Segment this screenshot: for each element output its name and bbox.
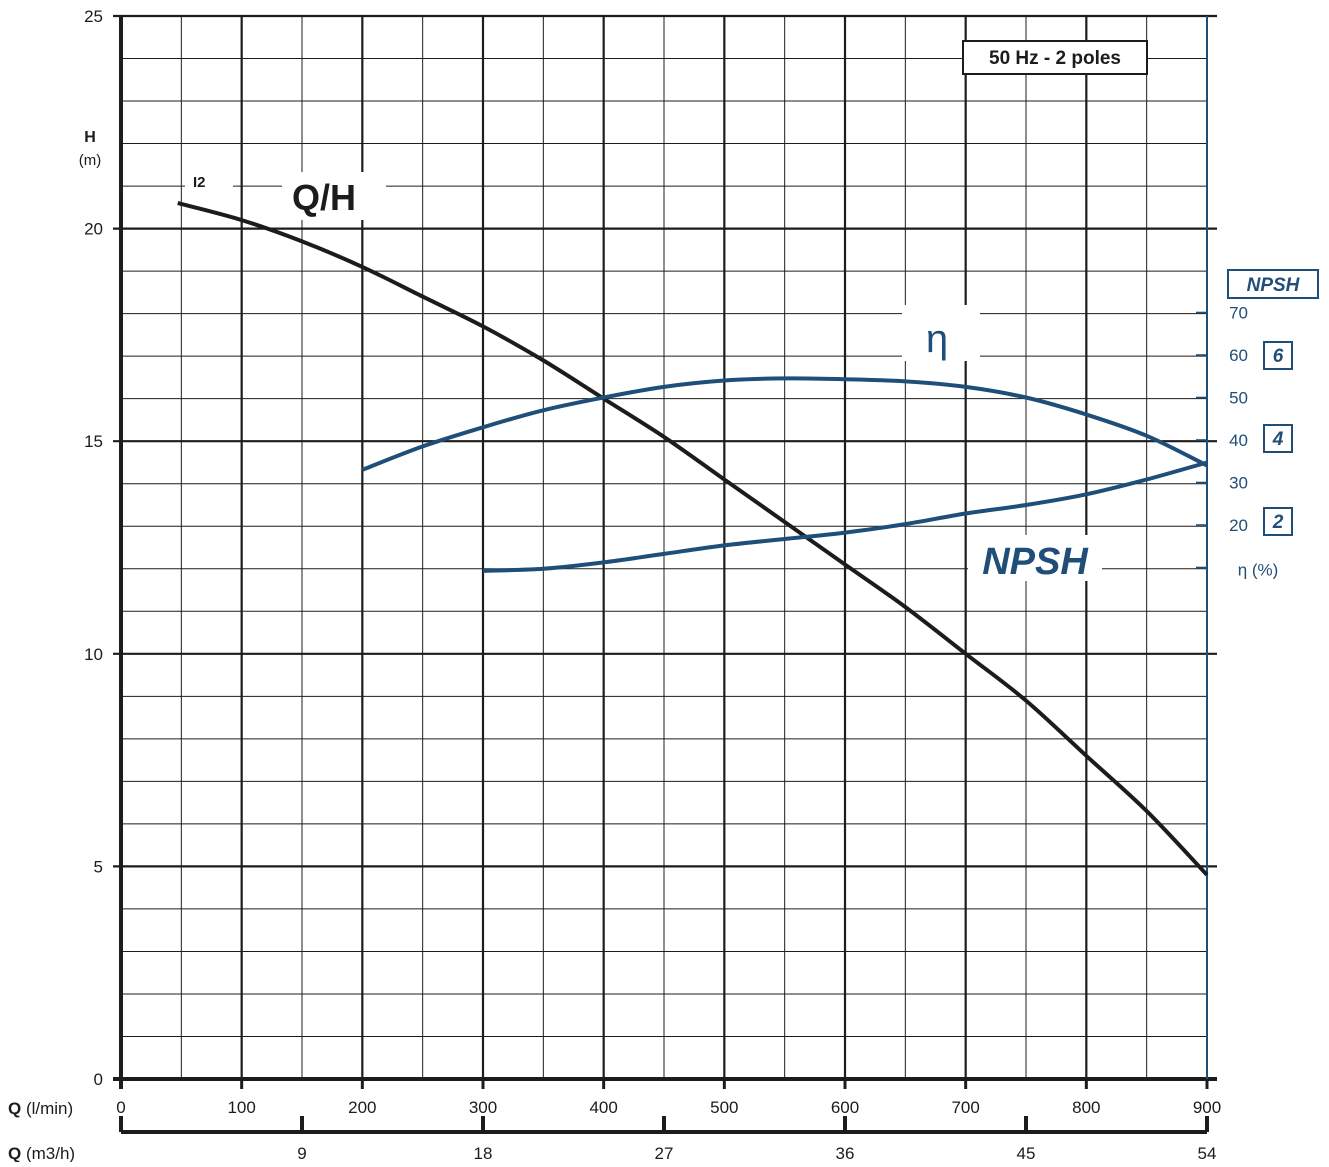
npsh-tick-box [1263, 507, 1293, 536]
npsh-tick-label: 2 [1272, 512, 1284, 533]
axes [113, 16, 1217, 1134]
eta-axis-label: η (%) [1238, 561, 1279, 580]
eta-label-bg [902, 305, 980, 361]
qh-label-bg [282, 172, 386, 220]
x2-axis-label: Q (m3/h) [8, 1144, 75, 1162]
eta-tick-label: 30 [1229, 474, 1248, 493]
x2-tick-label: 54 [1198, 1144, 1217, 1162]
eta-tick-label: 40 [1229, 431, 1248, 450]
x-tick-label: 0 [116, 1098, 125, 1117]
npsh-tick-box [1263, 424, 1293, 453]
efficiency-curve [361, 376, 1208, 472]
npsh-tick-label: 4 [1272, 429, 1284, 450]
x2-tick-label: 18 [474, 1144, 493, 1162]
x2-axis-label-q: Q [8, 1144, 21, 1162]
x-tick-label: 100 [227, 1098, 255, 1117]
y-tick-label: 5 [94, 857, 103, 876]
npsh-axis-label: NPSH [1247, 275, 1301, 296]
grid-major [113, 14, 1217, 1079]
x-tick-label: 500 [710, 1098, 738, 1117]
qh-curve [177, 201, 1209, 877]
x-axis-label: Q (l/min) [8, 1099, 73, 1118]
eta-tick-label: 60 [1229, 346, 1248, 365]
eta-tick-label: 70 [1229, 304, 1248, 323]
curve-label: I2 [193, 174, 206, 191]
x-tick-label: 400 [589, 1098, 617, 1117]
frequency-box [962, 40, 1148, 75]
y-axis-label: H [84, 129, 96, 146]
npsh-label-bg [968, 535, 1102, 581]
y-tick-label: 10 [84, 645, 103, 664]
frequency-label: 50 Hz - 2 poles [989, 48, 1121, 69]
npsh-tick-label: 6 [1273, 346, 1284, 367]
curve-label-bg [185, 168, 233, 192]
npsh-axis-box [1227, 269, 1319, 299]
npsh-curve [482, 460, 1208, 573]
grid-minor [121, 16, 1207, 1079]
npsh-curve-label: NPSH [982, 541, 1089, 583]
x2-tick-label: 36 [836, 1144, 855, 1162]
x-tick-label: 700 [951, 1098, 979, 1117]
y-tick-label: 20 [84, 220, 103, 239]
x-tick-label: 200 [348, 1098, 376, 1117]
labels: 0 5 10 15 20 25 H (m) 0 100 200 300 400 500 600 700 800 9… [8, 7, 1319, 1163]
y-axis-unit: (m) [79, 152, 102, 169]
eta-label: η [926, 317, 948, 361]
x-axis-label-q: Q [8, 1099, 21, 1118]
y-tick-label: 25 [84, 7, 103, 26]
y-tick-label: 0 [94, 1070, 103, 1089]
y-tick-label: 15 [84, 432, 103, 451]
eta-tick-label: 20 [1229, 516, 1248, 535]
x2-tick-label: 45 [1017, 1144, 1036, 1162]
x2-axis-label-unit: (m3/h) [21, 1144, 75, 1162]
x-tick-label: 600 [831, 1098, 859, 1117]
npsh-tick-box [1263, 341, 1293, 370]
qh-label: Q/H [292, 177, 356, 218]
x2-tick-label: 27 [655, 1144, 674, 1162]
curves [177, 201, 1209, 877]
x-axis-label-unit: (l/min) [21, 1099, 73, 1118]
x2-tick-label: 9 [297, 1144, 306, 1162]
eta-tick-label: 50 [1229, 389, 1248, 408]
x-tick-label: 900 [1193, 1098, 1221, 1117]
x-tick-label: 800 [1072, 1098, 1100, 1117]
x-tick-label: 300 [469, 1098, 497, 1117]
